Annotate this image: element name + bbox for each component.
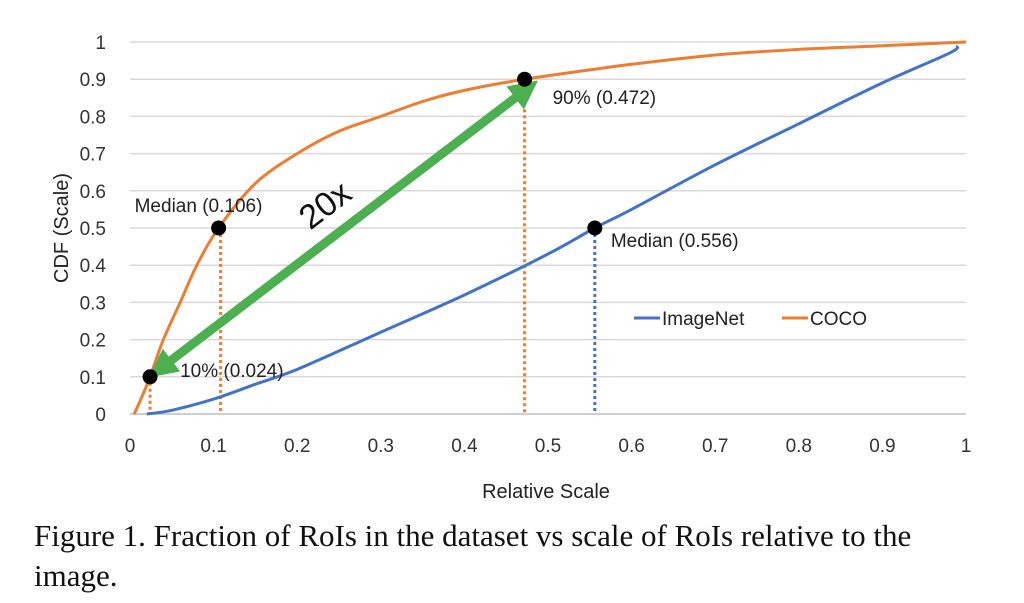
x-tick-label: 0.5 (535, 436, 561, 457)
marked-points: 10% (0.024) Median (0.106) 90% (0.472) Medi… (135, 71, 739, 385)
tick-labels: 0 0.1 0.2 0.3 0.4 0.5 0.6 0.7 0.8 0.9 1 0 0.1 0.2 0.3 0… (80, 33, 972, 457)
marked-point (587, 220, 603, 236)
point-label: 90% (0.472) (553, 88, 657, 109)
x-tick-label: 0.3 (368, 436, 394, 457)
series-line-imagenet (146, 44, 960, 416)
y-tick-label: 0 (95, 405, 106, 426)
figure-caption: Figure 1. Fraction of RoIs in the datase… (34, 518, 912, 593)
legend: ImageNet COCO (634, 309, 867, 330)
y-tick-label: 0.7 (80, 145, 106, 166)
x-axis-title: Relative Scale (482, 481, 610, 503)
x-tick-label: 0 (125, 436, 136, 457)
x-tick-label: 0.8 (786, 436, 812, 457)
y-tick-label: 0.2 (80, 331, 106, 352)
y-tick-label: 0.8 (80, 107, 106, 128)
point-label: Median (0.106) (135, 196, 263, 217)
x-tick-label: 0.9 (869, 436, 895, 457)
y-tick-label: 0.3 (80, 293, 106, 314)
y-tick-label: 1 (95, 33, 106, 54)
x-tick-label: 1 (961, 436, 972, 457)
x-tick-label: 0.4 (451, 436, 478, 457)
x-tick-label: 0.1 (200, 436, 226, 457)
point-label: 10% (0.024) (180, 361, 284, 382)
marked-point (211, 220, 227, 236)
x-tick-label: 0.6 (618, 436, 644, 457)
y-tick-label: 0.6 (80, 182, 106, 203)
y-tick-label: 0.4 (80, 256, 107, 277)
point-label: Median (0.556) (611, 231, 739, 252)
x-tick-label: 0.7 (702, 436, 728, 457)
x-tick-label: 0.2 (284, 436, 310, 457)
marked-point (517, 71, 533, 87)
marked-point (142, 369, 158, 385)
y-axis-title: CDF (Scale) (51, 173, 73, 283)
legend-label-imagenet: ImageNet (662, 309, 745, 330)
legend-label-coco: COCO (810, 309, 867, 330)
ratio-arrow-line (148, 80, 539, 378)
y-tick-label: 0.1 (80, 368, 106, 389)
y-tick-label: 0.5 (80, 219, 106, 240)
grid-lines (130, 41, 966, 415)
cdf-chart: 0 0.1 0.2 0.3 0.4 0.5 0.6 0.7 0.8 0.9 1 0 0.1 0.2 0.3 0… (51, 33, 972, 503)
y-tick-label: 0.9 (80, 70, 106, 91)
